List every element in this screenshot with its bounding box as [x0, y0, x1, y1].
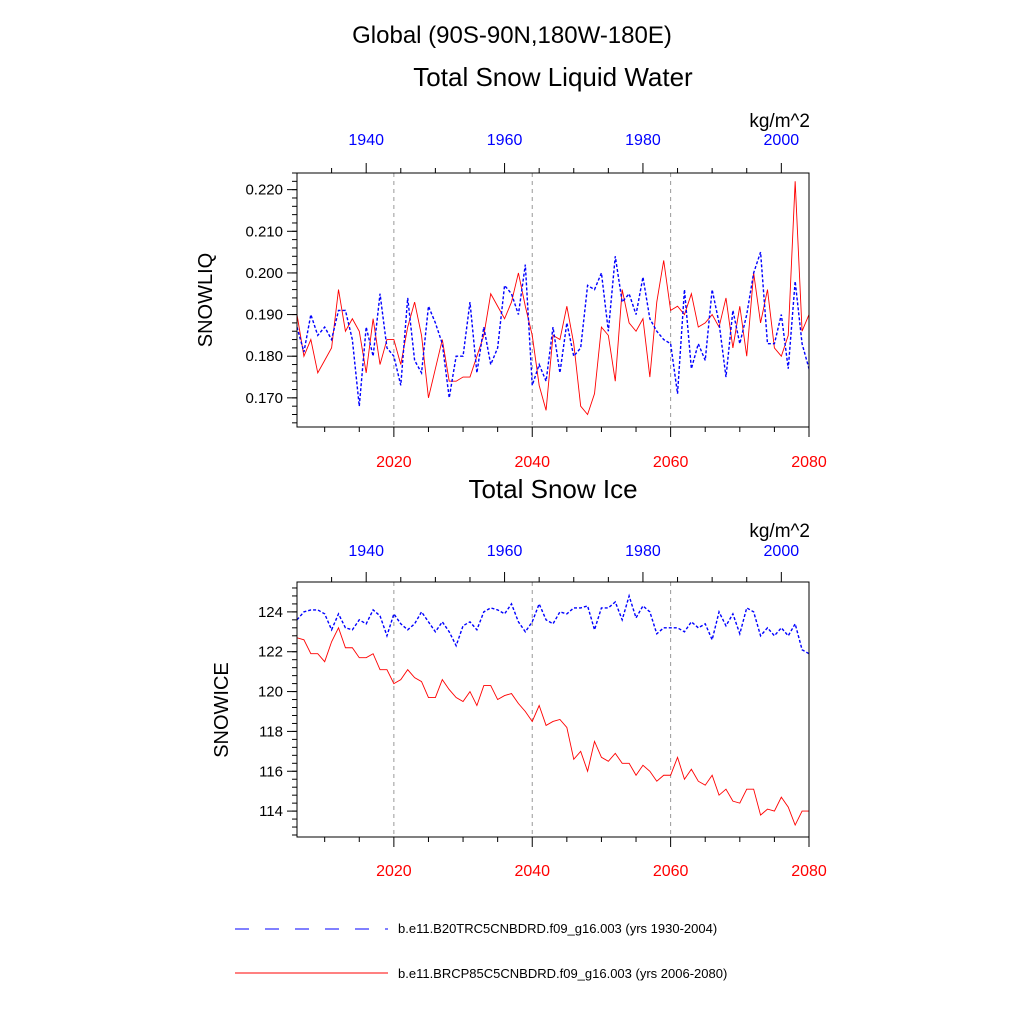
snowice-y-tick-label: 124 — [258, 604, 283, 621]
snowliq-y-tick-label: 0.210 — [245, 223, 283, 240]
snowliq-bottom-tick-label: 2020 — [376, 454, 412, 471]
snowliq-panel: Total Snow Liquid Water kg/m^2 SNOWLIQ 2020… — [195, 62, 827, 471]
snowice-y-tick-label: 122 — [258, 644, 283, 661]
snowice-top-tick-label: 1960 — [487, 543, 523, 560]
snowice-y-tick-label: 118 — [259, 723, 283, 740]
snowice-bottom-tick-label: 2020 — [376, 863, 412, 880]
snowliq-bottom-tick-label: 2060 — [653, 454, 689, 471]
snowliq-y-tick-label: 0.180 — [245, 348, 283, 365]
snowice-top-tick-label: 1940 — [348, 543, 384, 560]
snowliq-y-tick-label: 0.190 — [245, 307, 283, 324]
snowice-title: Total Snow Ice — [468, 474, 637, 504]
snowliq-y-tick-label: 0.170 — [245, 390, 283, 407]
snowliq-ylabel: SNOWLIQ — [195, 253, 217, 347]
snowice-units: kg/m^2 — [749, 521, 810, 542]
snowliq-title: Total Snow Liquid Water — [413, 62, 693, 92]
legend-label-historical: b.e11.B20TRC5CNBDRD.f09_g16.003 (yrs 193… — [398, 921, 717, 936]
snowice-y-tick-label: 120 — [258, 684, 283, 701]
snowice-panel: Total Snow Ice kg/m^2 SNOWICE 2020 2040 2060 2… — [211, 474, 827, 880]
snowliq-top-tick-label: 1960 — [487, 132, 523, 149]
snowice-bottom-tick-label: 2040 — [514, 863, 550, 880]
snowliq-plot-frame — [296, 172, 810, 428]
snowliq-top-tick-label: 2000 — [764, 132, 800, 149]
snowliq-top-tick-label: 1980 — [625, 132, 661, 149]
snowliq-y-tick-label: 0.220 — [245, 182, 283, 199]
snowliq-units: kg/m^2 — [749, 111, 810, 132]
region-title: Global (90S-90N,180W-180E) — [352, 22, 672, 49]
snowice-top-tick-label: 1980 — [625, 543, 661, 560]
snowice-bottom-tick-label: 2060 — [653, 863, 689, 880]
snowice-plot-frame — [296, 581, 810, 838]
legend-label-future: b.e11.BRCP85C5CNBDRD.f09_g16.003 (yrs 20… — [398, 966, 727, 981]
snowice-historical-line — [297, 593, 809, 655]
snowice-y-tick-label: 116 — [259, 763, 283, 780]
snowice-bottom-tick-label: 2080 — [791, 863, 827, 880]
snowice-future-line — [297, 626, 809, 827]
snowliq-y-tick-label: 0.200 — [245, 265, 283, 282]
snowliq-historical-line — [297, 251, 809, 407]
snowliq-bottom-tick-label: 2080 — [791, 454, 827, 471]
snowice-ylabel: SNOWICE — [211, 662, 233, 758]
snowice-top-tick-label: 2000 — [764, 543, 800, 560]
snowliq-bottom-tick-label: 2040 — [514, 454, 550, 471]
snowice-y-tick-label: 114 — [259, 803, 283, 820]
snowliq-top-tick-label: 1940 — [348, 132, 384, 149]
legend: b.e11.B20TRC5CNBDRD.f09_g16.003 (yrs 193… — [235, 921, 727, 981]
